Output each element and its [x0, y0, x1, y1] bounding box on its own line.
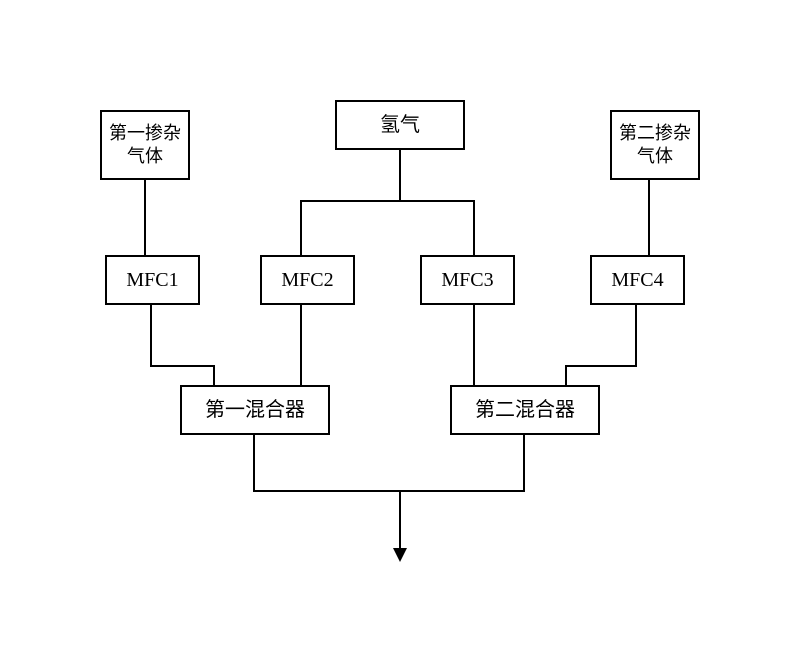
node-mfc2-label: MFC2 [281, 267, 333, 293]
node-mfc1-label: MFC1 [126, 267, 178, 293]
node-mixer1: 第一混合器 [180, 385, 330, 435]
edge-hydrogen-mfc3 [473, 200, 475, 255]
edge-mfc4-to-mixer2 [565, 365, 567, 385]
node-mfc4-label: MFC4 [611, 267, 663, 293]
edge-output-stem [399, 490, 401, 550]
edge-mfc4-left [565, 365, 637, 367]
edge-dopant1-mfc1 [144, 180, 146, 255]
node-mfc2: MFC2 [260, 255, 355, 305]
node-dopant2: 第二掺杂气体 [610, 110, 700, 180]
node-mixer1-label: 第一混合器 [205, 397, 305, 423]
node-dopant1-label: 第一掺杂气体 [109, 122, 181, 169]
output-arrow-icon [393, 548, 407, 562]
node-dopant2-label: 第二掺杂气体 [619, 122, 691, 169]
node-hydrogen-label: 氢气 [380, 112, 420, 138]
edge-hydrogen-stem [399, 150, 401, 200]
edge-dopant2-mfc4 [648, 180, 650, 255]
node-dopant1: 第一掺杂气体 [100, 110, 190, 180]
node-mixer2-label: 第二混合器 [475, 397, 575, 423]
flowchart-diagram: 第一掺杂气体 氢气 第二掺杂气体 MFC1 MFC2 MFC3 MFC4 第一混… [0, 0, 800, 670]
node-mfc4: MFC4 [590, 255, 685, 305]
edge-mfc1-to-mixer1 [213, 365, 215, 385]
node-mfc3-label: MFC3 [441, 267, 493, 293]
node-hydrogen: 氢气 [335, 100, 465, 150]
node-mfc1: MFC1 [105, 255, 200, 305]
edge-mixer2-down [523, 435, 525, 490]
edge-mixer1-down [253, 435, 255, 490]
edge-mfc1-down [150, 305, 152, 365]
edge-merge-horizontal [253, 490, 525, 492]
node-mfc3: MFC3 [420, 255, 515, 305]
edge-mfc3-mixer2 [473, 305, 475, 385]
edge-mfc2-mixer1 [300, 305, 302, 385]
edge-hydrogen-mfc2 [300, 200, 302, 255]
node-mixer2: 第二混合器 [450, 385, 600, 435]
edge-mfc4-down [635, 305, 637, 365]
edge-hydrogen-split [300, 200, 475, 202]
edge-mfc1-right [150, 365, 215, 367]
